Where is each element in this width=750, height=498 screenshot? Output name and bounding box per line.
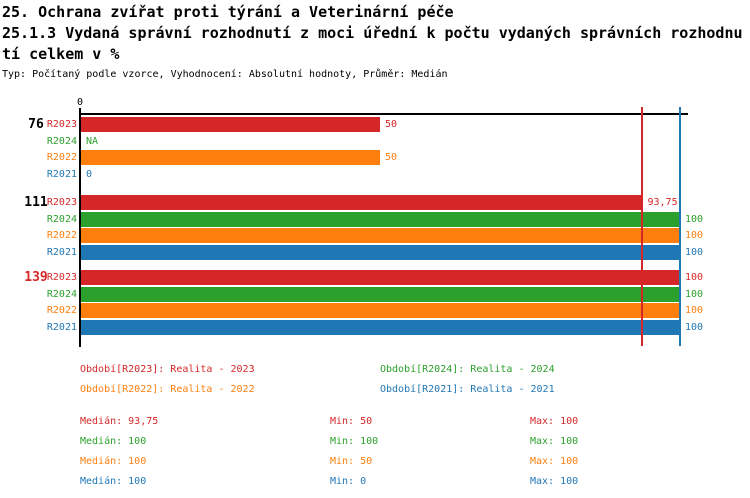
row-label-R2023: R2023 [46,197,77,208]
stat-max-R2021: Max: 100 [530,476,579,487]
legend-item-R2024: Období[R2024]: Realita - 2024 [380,364,555,375]
legend-item-R2021: Období[R2021]: Realita - 2021 [380,384,555,395]
row-label-R2022: R2022 [46,305,77,316]
bar-R2024 [81,212,680,227]
stat-max-R2023: Max: 100 [530,416,579,427]
row-label-R2021: R2021 [46,322,77,333]
group-label: 139 [24,270,48,285]
row-label-R2023: R2023 [46,119,77,130]
chart-meta: Typ: Počítaný podle vzorce, Vyhodnocení:… [2,69,448,80]
group-label: 76 [28,117,44,132]
stat-max-R2024: Max: 100 [530,436,579,447]
chart-title: 25. Ochrana zvířat proti týrání a Veteri… [2,3,454,21]
bar-R2023 [81,195,643,210]
bar-value-label: 100 [685,247,704,258]
bar-R2021 [81,245,680,260]
chart-header: 25. Ochrana zvířat proti týrání a Veteri… [2,2,748,82]
stat-max-R2022: Max: 100 [530,456,579,467]
x-axis-tick-mark [79,108,81,113]
bar-R2022 [81,228,680,243]
bar-value-label: 100 [685,322,704,333]
legend-item-R2023: Období[R2023]: Realita - 2023 [80,364,255,375]
group-label: 111 [24,195,48,210]
bar-value-label: 50 [385,152,398,163]
bar-value-label: NA [86,136,99,147]
stat-min-R2022: Min: 50 [330,456,373,467]
chart-subtitle: 25.1.3 Vydaná správní rozhodnutí z moci … [2,24,743,63]
bar-R2022 [81,303,680,318]
bar-value-label: 100 [685,272,704,283]
bar-R2021 [81,320,680,335]
row-label-R2024: R2024 [46,289,77,300]
stat-min-R2021: Min: 0 [330,476,367,487]
row-label-R2024: R2024 [46,136,77,147]
bar-value-label: 100 [685,289,704,300]
stat-median-R2023: Medián: 93,75 [80,416,159,427]
row-label-R2023: R2023 [46,272,77,283]
bar-value-label: 0 [86,169,93,180]
row-label-R2021: R2021 [46,169,77,180]
median-line-R2024 [678,107,681,346]
stat-min-R2023: Min: 50 [330,416,373,427]
row-label-R2024: R2024 [46,214,77,225]
bar-value-label: 100 [685,230,704,241]
bar-R2023 [81,117,380,132]
bar-value-label: 50 [385,119,398,130]
x-axis-top-line [79,113,688,115]
stat-median-R2021: Medián: 100 [80,476,147,487]
bar-value-label: 93,75 [647,197,678,208]
row-label-R2021: R2021 [46,247,77,258]
row-label-R2022: R2022 [46,152,77,163]
stat-min-R2024: Min: 100 [330,436,379,447]
row-label-R2022: R2022 [46,230,77,241]
bar-R2024 [81,287,680,302]
median-line-R2023 [641,107,643,346]
median-line-R2022 [678,107,681,346]
stat-median-R2024: Medián: 100 [80,436,147,447]
stat-median-R2022: Medián: 100 [80,456,147,467]
median-line-R2021 [678,107,681,346]
legend-item-R2022: Období[R2022]: Realita - 2022 [80,384,255,395]
bar-value-label: 100 [685,305,704,316]
bar-R2022 [81,150,380,165]
x-axis-tick-label: 0 [76,97,84,108]
y-axis-line [79,113,81,347]
bar-R2023 [81,270,680,285]
bar-value-label: 100 [685,214,704,225]
